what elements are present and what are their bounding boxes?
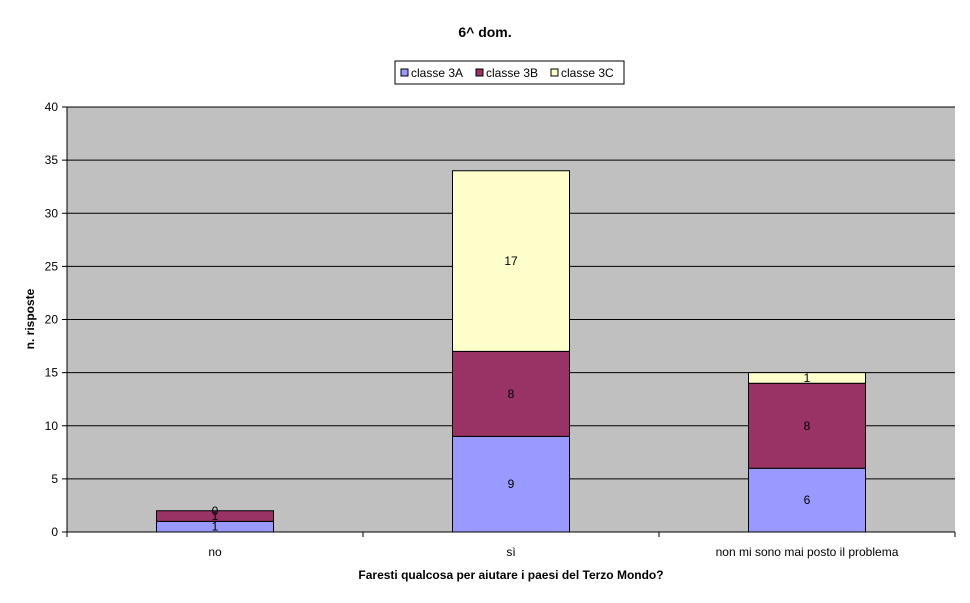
bar-segment: [156, 510, 274, 522]
data-label: 8: [508, 387, 515, 401]
chart-title: 6^ dom.: [458, 24, 511, 40]
y-tick-label: 15: [45, 366, 59, 380]
y-tick-label: 10: [45, 419, 59, 433]
data-label: 1: [212, 509, 219, 523]
x-tick-labels: no sì non mi sono mai posto il problema: [208, 545, 898, 559]
x-tick-label: no: [208, 545, 222, 559]
bars: [156, 170, 866, 533]
legend-box: [394, 60, 625, 85]
x-tick-label: non mi sono mai posto il problema: [716, 545, 899, 559]
axes: [62, 106, 956, 537]
y-tick-label: 0: [51, 525, 58, 539]
y-tick-label: 25: [45, 259, 59, 273]
bar-segment: [748, 382, 866, 469]
legend-swatch: [400, 68, 409, 77]
data-label: 17: [504, 254, 518, 268]
y-tick-label: 30: [45, 206, 59, 220]
bar-segment: [452, 350, 570, 437]
bar-segment: [748, 467, 866, 533]
y-tick-label: 35: [45, 153, 59, 167]
y-axis-title: n. risposte: [23, 288, 37, 349]
data-label: 8: [804, 419, 811, 433]
y-tick-label: 20: [45, 313, 59, 327]
y-tick-labels: 0 5 10 15 20 25 30 35 40: [45, 100, 59, 539]
y-tick-label: 5: [51, 472, 58, 486]
legend-swatch: [475, 68, 484, 77]
legend-swatch: [550, 68, 559, 77]
x-tick-label: sì: [506, 545, 515, 559]
legend-label: classe 3B: [486, 66, 538, 80]
bar-segment: [748, 372, 866, 384]
data-label: 1: [804, 371, 811, 385]
data-label: 0: [212, 504, 219, 518]
bar-segment: [452, 435, 570, 533]
data-label: 1: [212, 520, 219, 534]
y-tick-label: 40: [45, 100, 59, 114]
x-axis-title: Faresti qualcosa per aiutare i paesi del…: [358, 568, 663, 582]
legend-label: classe 3A: [411, 66, 463, 80]
data-label: 6: [804, 493, 811, 507]
data-label: 9: [508, 477, 515, 491]
legend-label: classe 3C: [561, 66, 614, 80]
legend: classe 3A classe 3B classe 3C: [394, 60, 625, 85]
bar-segment: [452, 170, 570, 352]
